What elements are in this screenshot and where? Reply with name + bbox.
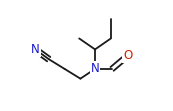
Text: N: N [91,62,99,75]
Text: N: N [31,43,40,56]
Text: O: O [123,49,133,62]
